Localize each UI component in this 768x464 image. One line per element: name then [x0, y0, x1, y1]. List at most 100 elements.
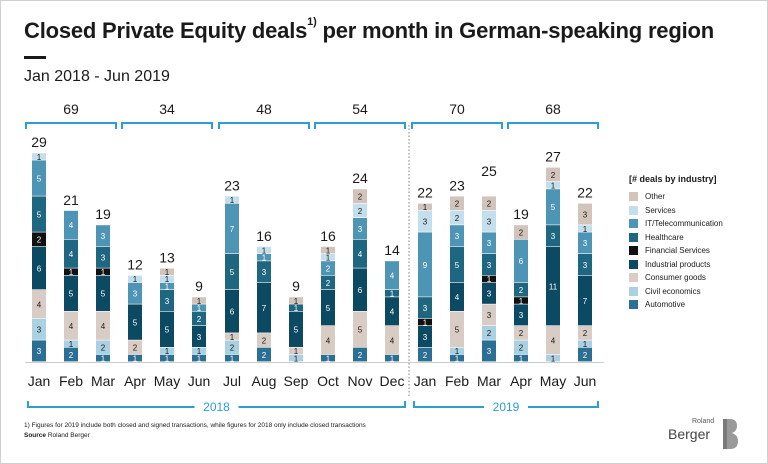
title-main: Closed Private Equity deals [24, 18, 308, 43]
segment-value-label: 2 [487, 329, 492, 338]
legend-item: Financial Services [629, 244, 759, 258]
month-tick-label: Jan [414, 373, 437, 389]
bar-segment [482, 210, 496, 232]
bar-total-label: 24 [352, 170, 368, 186]
bar-segment [385, 326, 399, 355]
legend-swatch [629, 286, 638, 296]
source-text: Roland Berger [46, 432, 90, 439]
month-tick-label: Apr [510, 373, 532, 389]
segment-value-label: 5 [551, 203, 556, 212]
title-footnote-mark: 1) [307, 16, 317, 28]
legend-item: Other [629, 190, 759, 204]
segment-value-label: 2 [262, 351, 267, 360]
bar-segment [225, 196, 239, 203]
bar-segment [64, 340, 78, 347]
segment-value-label: 1 [101, 354, 106, 363]
quarter-total-label: 70 [449, 101, 465, 117]
bar-segment [418, 318, 432, 326]
segment-value-label: 1 [69, 340, 74, 349]
legend-label: Other [645, 192, 666, 202]
bar-segment [321, 290, 335, 326]
legend-swatch [629, 192, 638, 202]
quarter-total-label: 48 [256, 101, 272, 117]
quarter-bracket [218, 122, 310, 129]
bar-segment [128, 282, 142, 304]
bar-segment [192, 297, 206, 304]
segment-value-label: 1 [69, 268, 74, 277]
bar-segment [257, 246, 271, 254]
bar-segment [32, 290, 46, 319]
year-label-bg [484, 400, 528, 414]
segment-value-label: 1 [197, 354, 202, 363]
bar-segment [450, 354, 464, 362]
segment-value-label: 2 [519, 228, 524, 237]
bar-total-label: 23 [449, 177, 465, 193]
bar-segment [257, 261, 271, 283]
bar-segment [450, 282, 464, 311]
bar-segment [418, 203, 432, 211]
segment-value-label: 3 [197, 333, 202, 342]
bar-segment [192, 304, 206, 311]
bar-segment [32, 232, 46, 247]
segment-value-label: 2 [358, 207, 363, 216]
quarter-bracket [314, 122, 406, 129]
bar-segment [546, 167, 560, 182]
month-tick-label: Oct [317, 373, 339, 389]
bar-segment [128, 304, 142, 340]
segment-value-label: 2 [487, 200, 492, 209]
segment-value-label: 1 [390, 290, 395, 299]
segment-value-label: 5 [358, 326, 363, 335]
segment-value-label: 3 [101, 232, 106, 241]
segment-value-label: 2 [197, 315, 202, 324]
segment-value-label: 1 [519, 354, 524, 363]
bar-segment [289, 304, 303, 311]
month-tick-label: Dec [380, 373, 405, 389]
bar-segment [192, 354, 206, 362]
bar-segment [450, 225, 464, 247]
segment-value-label: 4 [455, 293, 460, 302]
bar-segment [225, 340, 239, 355]
segment-value-label: 7 [583, 297, 588, 306]
bar-segment [514, 304, 528, 326]
segment-value-label: 5 [455, 326, 460, 335]
segment-value-label: 5 [165, 326, 170, 335]
source-note: Source Roland Berger [24, 432, 90, 439]
segment-value-label: 1 [230, 196, 235, 205]
bar-segment [32, 340, 46, 362]
segment-value-label: 3 [423, 333, 428, 342]
segment-value-label: 3 [487, 261, 492, 270]
bar-segment [385, 297, 399, 326]
bar-segment [578, 326, 592, 340]
bar-segment [289, 354, 303, 362]
legend-swatch [629, 259, 638, 269]
bar-segment [514, 239, 528, 283]
bar-segment [64, 347, 78, 362]
month-tick-label: Jul [223, 373, 241, 389]
segment-value-label: 1 [165, 347, 170, 356]
segment-value-label: 1 [165, 354, 170, 363]
bar-segment [64, 275, 78, 311]
month-tick-label: Jan [28, 373, 51, 389]
bar-segment [418, 297, 432, 319]
bar-segment [385, 261, 399, 290]
legend-label: Services [645, 205, 676, 215]
quarter-bracket [507, 122, 599, 129]
segment-value-label: 4 [69, 322, 74, 331]
bar-segment [128, 354, 142, 362]
bar-segment [160, 282, 174, 290]
segment-value-label: 2 [519, 329, 524, 338]
bar-segment [225, 333, 239, 340]
segment-value-label: 3 [262, 268, 267, 277]
segment-value-label: 1 [423, 318, 428, 327]
month-tick-label: May [540, 373, 566, 389]
segment-value-label: 4 [390, 272, 395, 281]
bar-segment [64, 239, 78, 268]
bar-total-label: 25 [481, 163, 497, 179]
segment-value-label: 1 [326, 354, 331, 363]
segment-value-label: 1 [230, 354, 235, 363]
bar-segment [32, 246, 46, 290]
segment-value-label: 6 [358, 286, 363, 295]
bar-segment [128, 275, 142, 283]
segment-value-label: 1 [326, 254, 331, 263]
month-tick-label: Feb [445, 373, 469, 389]
